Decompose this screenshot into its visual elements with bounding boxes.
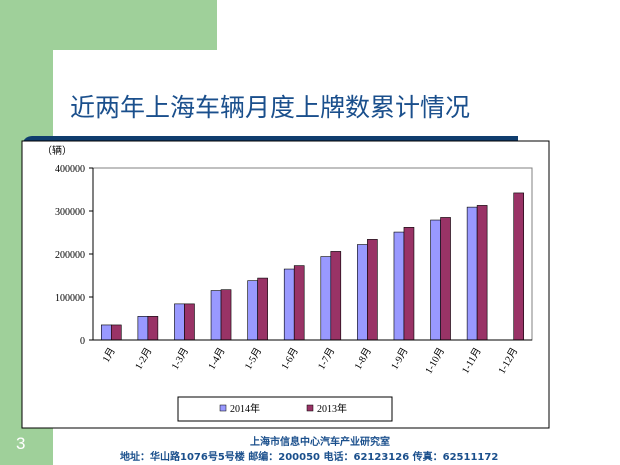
bar-series-2	[293, 265, 305, 341]
bar-series-2	[476, 205, 488, 341]
y-tick-label: 100000	[55, 293, 85, 304]
bar-series-1	[174, 303, 185, 341]
bar-series-1	[137, 316, 149, 341]
legend-swatch	[219, 404, 227, 412]
bar-series-1	[100, 324, 112, 341]
plot-area	[92, 167, 533, 341]
bar-series-2	[330, 251, 342, 341]
bar-series-1	[357, 244, 368, 341]
y-tick-label: 400000	[55, 164, 85, 175]
y-axis-label: （辆）	[42, 144, 72, 157]
bar-series-1	[247, 280, 258, 341]
y-tick-label: 0	[80, 336, 85, 347]
bar-series-2	[220, 289, 232, 341]
y-tick-label: 200000	[55, 250, 85, 261]
bar-series-1	[283, 268, 295, 341]
legend-box	[177, 396, 393, 422]
y-tick-label: 300000	[55, 207, 85, 218]
bar-series-1	[320, 256, 332, 341]
top-green-band	[53, 0, 217, 50]
footer-organization: 上海市信息中心汽车产业研究室	[250, 437, 390, 448]
legend-swatch	[306, 404, 314, 412]
slide-title: 近两年上海车辆月度上牌数累计情况	[70, 93, 471, 122]
footer-address: 地址：华山路1076号5号楼 邮编：200050 电话：62123126 传真：…	[120, 452, 499, 463]
bar-series-2	[147, 316, 159, 341]
bar-series-2	[184, 303, 195, 341]
bar-series-1	[430, 219, 441, 341]
page-number: 3	[16, 434, 26, 453]
bar-series-2	[257, 277, 268, 341]
bar-series-1	[393, 231, 405, 341]
bar-series-2	[403, 227, 415, 341]
bar-series-2	[367, 239, 378, 341]
bar-series-2	[110, 324, 122, 341]
bar-series-1	[466, 206, 478, 341]
legend-label: 2013年	[317, 402, 347, 415]
bar-series-2	[440, 217, 451, 341]
legend-label: 2014年	[230, 402, 260, 415]
bar-series-2	[513, 192, 525, 341]
bar-series-1	[210, 290, 222, 341]
